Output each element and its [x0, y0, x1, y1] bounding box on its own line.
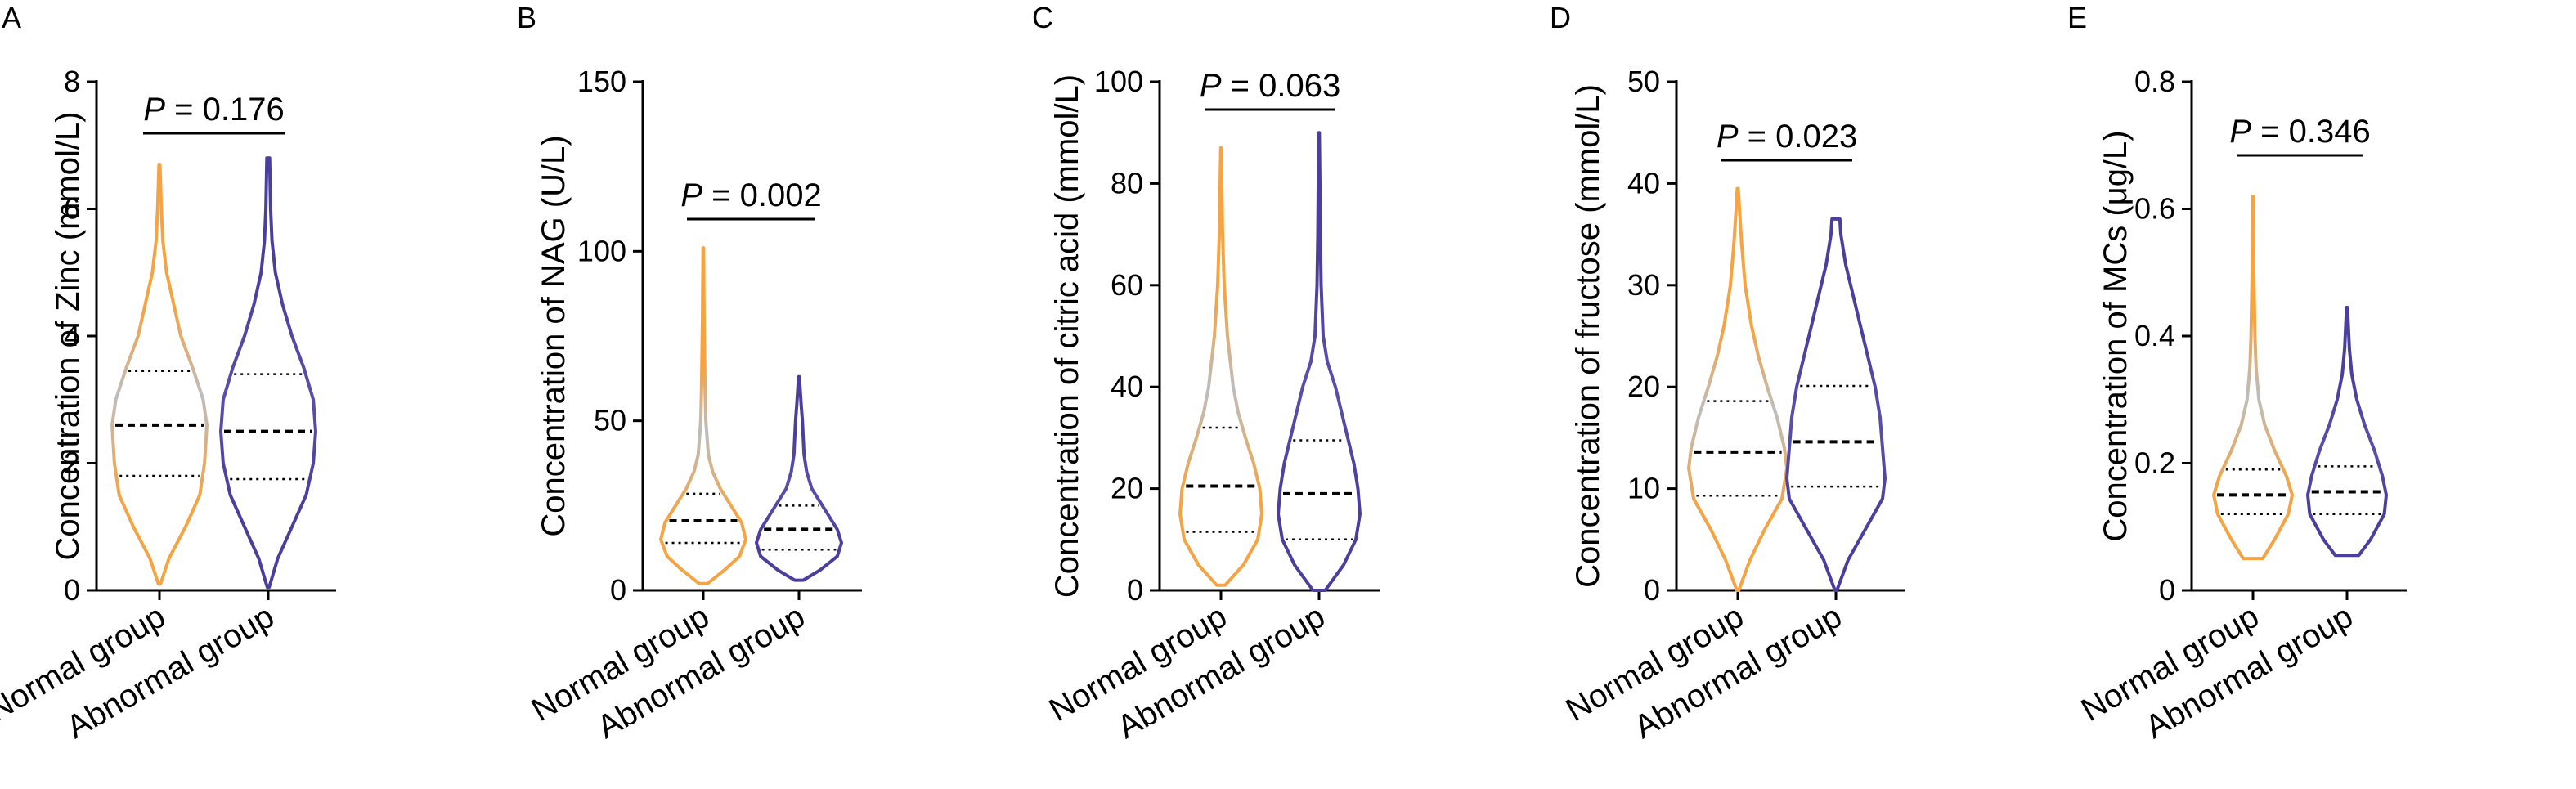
panel-letter: D — [1550, 1, 1571, 34]
y-tick-label: 0 — [1644, 573, 1660, 607]
panel-letter: E — [2067, 1, 2087, 34]
violin-normal — [659, 246, 747, 585]
y-tick-label: 8 — [64, 65, 80, 98]
panel-letter: C — [1032, 1, 1053, 34]
violin-normal — [2212, 195, 2294, 561]
p-value-label: P = 0.002 — [680, 177, 821, 213]
y-axis-label: Concentration of MCs (μg/L) — [2098, 130, 2134, 541]
y-tick-label: 0 — [1127, 573, 1143, 607]
y-tick-label: 0 — [2159, 573, 2175, 607]
panel-d: D Concentration of fructose (mmol/L) 0 10 20… — [1550, 1, 1905, 746]
y-axis-label: Concentration of NAG (U/L) — [536, 135, 572, 536]
y-tick-label: 40 — [1111, 370, 1143, 403]
y-axis-label: Concentration of Zinc (mmol/L) — [50, 111, 86, 560]
p-value-label: P = 0.063 — [1200, 68, 1340, 104]
panel-letter: A — [2, 1, 21, 34]
y-tick-label: 80 — [1111, 166, 1143, 199]
y-tick-label: 100 — [1094, 65, 1143, 98]
panel-letter: B — [517, 1, 536, 34]
y-tick-label: 10 — [1627, 472, 1660, 505]
p-value-label: P = 0.346 — [2229, 114, 2370, 150]
y-tick-label: 20 — [1627, 370, 1660, 403]
y-tick-label: 2 — [64, 446, 80, 480]
y-tick-label: 50 — [1627, 65, 1660, 98]
y-tick-label: 6 — [64, 192, 80, 226]
violin-normal — [1178, 146, 1263, 587]
violin-normal — [1687, 186, 1788, 592]
violin-abnormal — [219, 156, 317, 590]
y-axis-label: Concentration of fructose (mmol/L) — [1570, 84, 1606, 588]
panel-c: C Concentration of citric acid (mmol/L) 0 2… — [1032, 1, 1380, 746]
panel-e: E Concentration of MCs (μg/L) 0 0.2 0.4 0.6 0.… — [2067, 1, 2407, 746]
y-tick-label: 0.6 — [2134, 192, 2175, 226]
violin-normal — [110, 163, 209, 586]
y-tick-label: 0 — [64, 573, 80, 607]
y-axis-label: Concentration of citric acid (mmol/L) — [1049, 74, 1085, 598]
y-tick-label: 0.8 — [2134, 65, 2175, 98]
violin-abnormal — [755, 374, 843, 582]
y-tick-label: 0.2 — [2134, 446, 2175, 480]
y-tick-label: 150 — [577, 65, 626, 98]
violin-abnormal — [1785, 217, 1887, 592]
violin-abnormal — [1277, 131, 1362, 592]
y-tick-label: 60 — [1111, 268, 1143, 302]
y-tick-label: 20 — [1111, 472, 1143, 505]
y-tick-label: 40 — [1627, 166, 1660, 199]
p-value-label: P = 0.176 — [143, 92, 284, 128]
y-tick-label: 50 — [594, 404, 626, 437]
p-value-label: P = 0.023 — [1717, 119, 1857, 155]
violin-abnormal — [2306, 306, 2388, 558]
y-tick-label: 30 — [1627, 268, 1660, 302]
y-tick-label: 100 — [577, 234, 626, 267]
y-tick-label: 0.4 — [2134, 319, 2175, 352]
y-tick-label: 0 — [610, 573, 626, 607]
y-tick-label: 4 — [64, 319, 80, 352]
